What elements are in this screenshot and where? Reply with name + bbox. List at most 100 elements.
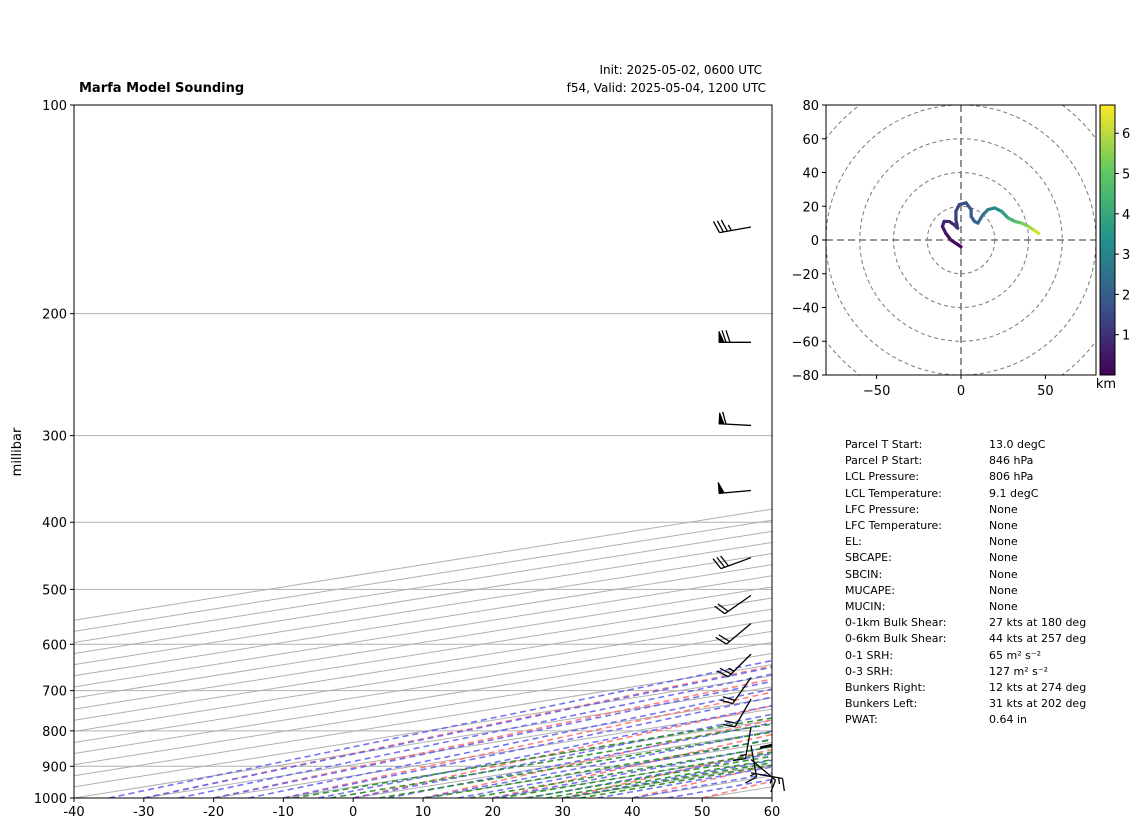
wind-barb-staff [720, 557, 752, 570]
moist-adiabat [457, 738, 772, 798]
wind-barb [718, 411, 752, 427]
param-label: 0-1km Bulk Shear: [845, 616, 947, 630]
wind-barb-full [725, 330, 731, 343]
param-value: 31 kts at 202 deg [989, 697, 1087, 711]
sounding-parameters: Parcel T Start: 13.0 degC Parcel P Start: 8… [845, 437, 1135, 729]
hodograph-tick-labels: −50 0 50 80 60 40 20 0 −20 −40 −60 −80 [792, 99, 1054, 399]
param-label: 0-3 SRH: [845, 664, 894, 678]
isotherm-line [74, 586, 772, 699]
moist-adiabat [387, 722, 772, 798]
hodo-y-tick-label: −60 [792, 335, 819, 350]
param-row: SBCIN: None [845, 567, 1135, 583]
y-tick-label: 400 [42, 516, 67, 531]
wind-barb-full [720, 219, 728, 232]
x-tick-label: 60 [764, 805, 781, 820]
wind-barb-full [717, 603, 729, 612]
hodograph-segment [976, 213, 985, 225]
param-row: 0-1 SRH: 65 m² s⁻² [845, 648, 1135, 664]
param-row: 0-6km Bulk Shear: 44 kts at 257 deg [845, 631, 1135, 647]
x-tick-label: -20 [203, 805, 224, 820]
wind-barb-flag [718, 331, 725, 343]
wind-barb-staff [724, 594, 752, 615]
wind-barb [712, 219, 752, 234]
y-tick-label: 1000 [34, 792, 67, 807]
param-row: LCL Temperature: 9.1 degC [845, 486, 1135, 502]
wind-barb [720, 677, 752, 705]
wind-barb-full [721, 330, 727, 343]
wind-barb [722, 698, 752, 728]
wind-barb-full [732, 757, 746, 762]
param-label: MUCIN: [845, 600, 886, 614]
wind-barb-half [777, 777, 781, 785]
param-value: None [989, 600, 1018, 614]
param-row: LCL Pressure: 806 hPa [845, 469, 1135, 485]
y-tick-label: 300 [42, 430, 67, 445]
param-value: 127 m² s⁻² [989, 664, 1049, 678]
isotherm-line [74, 575, 772, 688]
param-row: 0-1km Bulk Shear: 27 kts at 180 deg [845, 615, 1135, 631]
isotherm-line [74, 597, 772, 710]
colorbar-label: km [1096, 377, 1116, 392]
wind-barbs [712, 219, 786, 793]
param-label: 0-1 SRH: [845, 648, 894, 662]
wind-barb-full [722, 696, 736, 702]
hodo-y-tick-label: 20 [802, 200, 819, 215]
colorbar-tick-label: 5 [1122, 168, 1130, 183]
x-tick-label: -10 [273, 805, 294, 820]
wind-barb-staff [732, 677, 752, 705]
mixing-ratio-line [546, 758, 772, 798]
param-value: 9.1 degC [989, 486, 1039, 500]
mixing-ratio-line [379, 731, 772, 798]
wind-barb [718, 330, 751, 343]
x-tick-label: 10 [415, 805, 432, 820]
wind-barb-half [728, 667, 735, 672]
x-tick-label: 0 [349, 805, 357, 820]
y-tick-label: 200 [42, 308, 67, 323]
param-row: SBCAPE: None [845, 550, 1135, 566]
param-label: LFC Temperature: [845, 519, 943, 533]
wind-barb [732, 726, 752, 762]
mixing-ratio-line [469, 746, 772, 798]
wind-barb [717, 482, 752, 494]
param-value: None [989, 502, 1018, 516]
param-value: None [989, 551, 1018, 565]
hodo-x-tick-label: 0 [957, 384, 965, 399]
param-row: LFC Temperature: None [845, 518, 1135, 534]
param-label: LCL Temperature: [845, 486, 942, 500]
wind-barb-full [724, 720, 738, 725]
wind-barb-full [722, 411, 727, 425]
wind-barb-full [718, 634, 730, 643]
param-value: 27 kts at 180 deg [989, 616, 1087, 630]
param-label: Parcel T Start: [845, 438, 923, 451]
colorbar-tick-label: 4 [1122, 208, 1130, 223]
param-row: 0-3 SRH: 127 m² s⁻² [845, 664, 1135, 680]
wind-barb-full [745, 776, 757, 784]
isotherm-line [74, 630, 772, 743]
hodo-y-tick-label: 40 [802, 167, 819, 182]
y-tick-label: 500 [42, 583, 67, 598]
param-value: 44 kts at 257 deg [989, 632, 1087, 646]
hodo-y-tick-label: −80 [792, 369, 819, 384]
wind-barb-staff [727, 653, 752, 678]
isotherm-line [74, 653, 772, 766]
moist-adiabat [353, 713, 772, 798]
moist-adiabat [283, 696, 772, 798]
moist-adiabat [248, 688, 772, 798]
colorbar-tick-label: 2 [1122, 288, 1130, 303]
y-tick-label: 600 [42, 638, 67, 653]
param-value: 13.0 degC [989, 438, 1046, 451]
mixing-ratio-line [525, 755, 772, 798]
param-label: MUCAPE: [845, 583, 896, 597]
wind-barb-full [720, 699, 733, 705]
y-tick-label: 800 [42, 725, 67, 740]
mixing-ratio-line [564, 761, 772, 798]
param-value: None [989, 567, 1018, 581]
skewt-frame [73, 104, 773, 799]
param-label: Bunkers Left: [845, 697, 918, 711]
param-row: Parcel P Start: 846 hPa [845, 453, 1135, 469]
y-axis-label: millibar [10, 427, 25, 476]
colorbar-tick-labels: 1 2 3 4 5 6 [1115, 127, 1130, 344]
wind-barb-full [781, 778, 786, 792]
param-label: SBCIN: [845, 567, 883, 581]
param-value: 12 kts at 274 deg [989, 681, 1087, 695]
